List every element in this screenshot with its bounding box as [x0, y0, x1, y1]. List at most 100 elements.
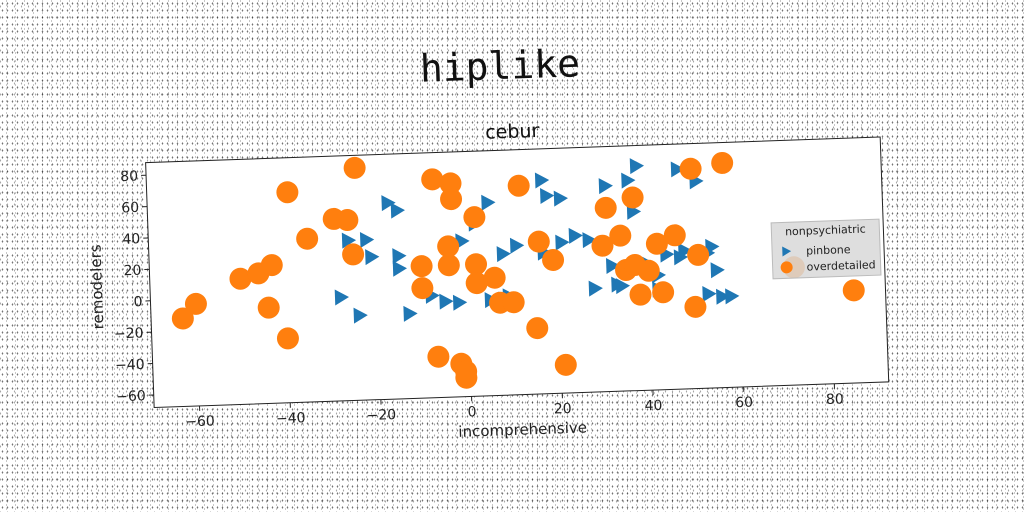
pinbone-point: [568, 227, 583, 244]
chart-rotated-group: −60 −40 −20 0 20 40 60 80 −60 −40 −20 0 20 40 60 80 ce…: [86, 120, 890, 441]
pinbone-point: [403, 305, 418, 322]
pinbone-point: [621, 172, 636, 189]
pinbone-point: [392, 260, 407, 277]
overdetailed-point: [421, 168, 444, 191]
pinbone-point: [710, 262, 725, 279]
legend-marker-pinbone: [782, 246, 792, 257]
pinbone-point: [334, 289, 349, 306]
legend: nonpsychiatric pinbone overdetailed: [770, 218, 882, 280]
x-tick-label: 80: [826, 391, 844, 408]
pinbone-point: [629, 158, 645, 175]
x-tick-label: −60: [185, 413, 215, 430]
overdetailed-point: [526, 317, 549, 340]
y-tick-label: −40: [115, 357, 145, 374]
pinbone-point: [353, 307, 368, 324]
overdetailed-point: [276, 327, 299, 350]
y-tick-label: −20: [114, 325, 144, 342]
overdetailed-point: [483, 266, 506, 289]
pinbone-point: [534, 172, 550, 189]
pinbone-point: [359, 232, 375, 249]
overdetailed-point: [411, 277, 434, 300]
overdetailed-point: [554, 353, 577, 376]
overdetailed-point: [711, 151, 734, 174]
pinbone-point: [702, 286, 717, 303]
overdetailed-point: [465, 253, 488, 276]
pinbone-point: [678, 242, 693, 259]
overdetailed-point: [427, 345, 450, 368]
overdetailed-point: [594, 196, 617, 219]
overdetailed-point: [463, 206, 486, 229]
x-tick-label: −20: [366, 407, 396, 424]
pinbone-point: [705, 238, 720, 255]
x-axis: −60 −40 −20 0 20 40 60 80: [185, 383, 844, 430]
pinbone-point: [553, 190, 568, 207]
pinbone-point: [588, 280, 603, 297]
overdetailed-point: [652, 281, 675, 304]
overdetailed-point: [629, 283, 652, 306]
overdetailed-point: [527, 230, 550, 253]
series-overdetailed: [171, 151, 865, 389]
pinbone-point: [390, 202, 405, 219]
y-tick-label: 0: [133, 294, 142, 310]
pinbone-point: [670, 161, 685, 178]
overdetailed-point: [276, 181, 299, 204]
pinbone-point: [725, 288, 740, 305]
pinbone-point: [615, 278, 631, 295]
overdetailed-point: [663, 224, 686, 247]
overdetailed-point: [684, 295, 707, 318]
overdetailed-point: [171, 307, 194, 330]
overdetailed-point: [260, 254, 283, 277]
pinbone-point: [481, 194, 496, 211]
overdetailed-point: [842, 279, 865, 302]
pinbone-point: [452, 294, 468, 311]
overdetailed-point: [439, 172, 462, 195]
pinbone-point: [381, 195, 396, 212]
overdetailed-point: [507, 174, 530, 197]
overdetailed-point: [591, 234, 614, 257]
overdetailed-point: [679, 157, 702, 180]
pinbone-point: [392, 248, 407, 265]
plot-area: [145, 136, 889, 408]
chart-title: cebur: [485, 120, 540, 144]
y-tick-label: −60: [116, 388, 146, 405]
x-tick-label: 60: [735, 395, 753, 412]
overdetailed-point: [342, 243, 365, 266]
overdetailed-point: [621, 186, 644, 209]
y-tick-label: 80: [120, 168, 138, 185]
y-tick-label: 60: [121, 200, 139, 217]
pinbone-point: [509, 237, 525, 254]
pinbone-point: [341, 232, 357, 249]
pinbone-point: [716, 288, 731, 305]
overdetailed-point: [343, 156, 366, 179]
overdetailed-point: [455, 360, 478, 383]
y-tick-label: 20: [123, 263, 141, 280]
overdetailed-point: [184, 292, 207, 315]
pinbone-point: [496, 246, 511, 263]
overdetailed-point: [257, 296, 280, 319]
y-axis: −60 −40 −20 0 20 40 60 80: [114, 168, 154, 405]
legend-marker-overdetailed: [780, 261, 793, 274]
pinbone-point: [598, 178, 613, 195]
pinbone-point: [439, 293, 454, 310]
overdetailed-point: [437, 254, 460, 277]
overdetailed-point: [502, 291, 525, 314]
overdetailed-point: [542, 248, 565, 271]
pinbone-point: [582, 232, 597, 249]
overdetailed-point: [609, 224, 632, 247]
y-tick-label: 40: [122, 231, 140, 248]
legend-label-pinbone: pinbone: [806, 243, 851, 258]
x-tick-label: 40: [644, 398, 662, 415]
x-tick-label: 0: [467, 404, 476, 420]
x-tick-label: −40: [276, 410, 306, 427]
pinbone-point: [365, 249, 380, 266]
legend-title: nonpsychiatric: [785, 223, 866, 239]
overdetailed-point: [296, 227, 319, 250]
pinbone-point: [555, 234, 570, 251]
pinbone-point: [605, 257, 621, 274]
legend-label-overdetailed: overdetailed: [806, 258, 875, 273]
overdetailed-point: [645, 232, 668, 255]
x-tick-label: 20: [554, 401, 572, 418]
y-axis-label: remodelers: [86, 244, 107, 330]
overdetailed-point: [465, 272, 488, 295]
